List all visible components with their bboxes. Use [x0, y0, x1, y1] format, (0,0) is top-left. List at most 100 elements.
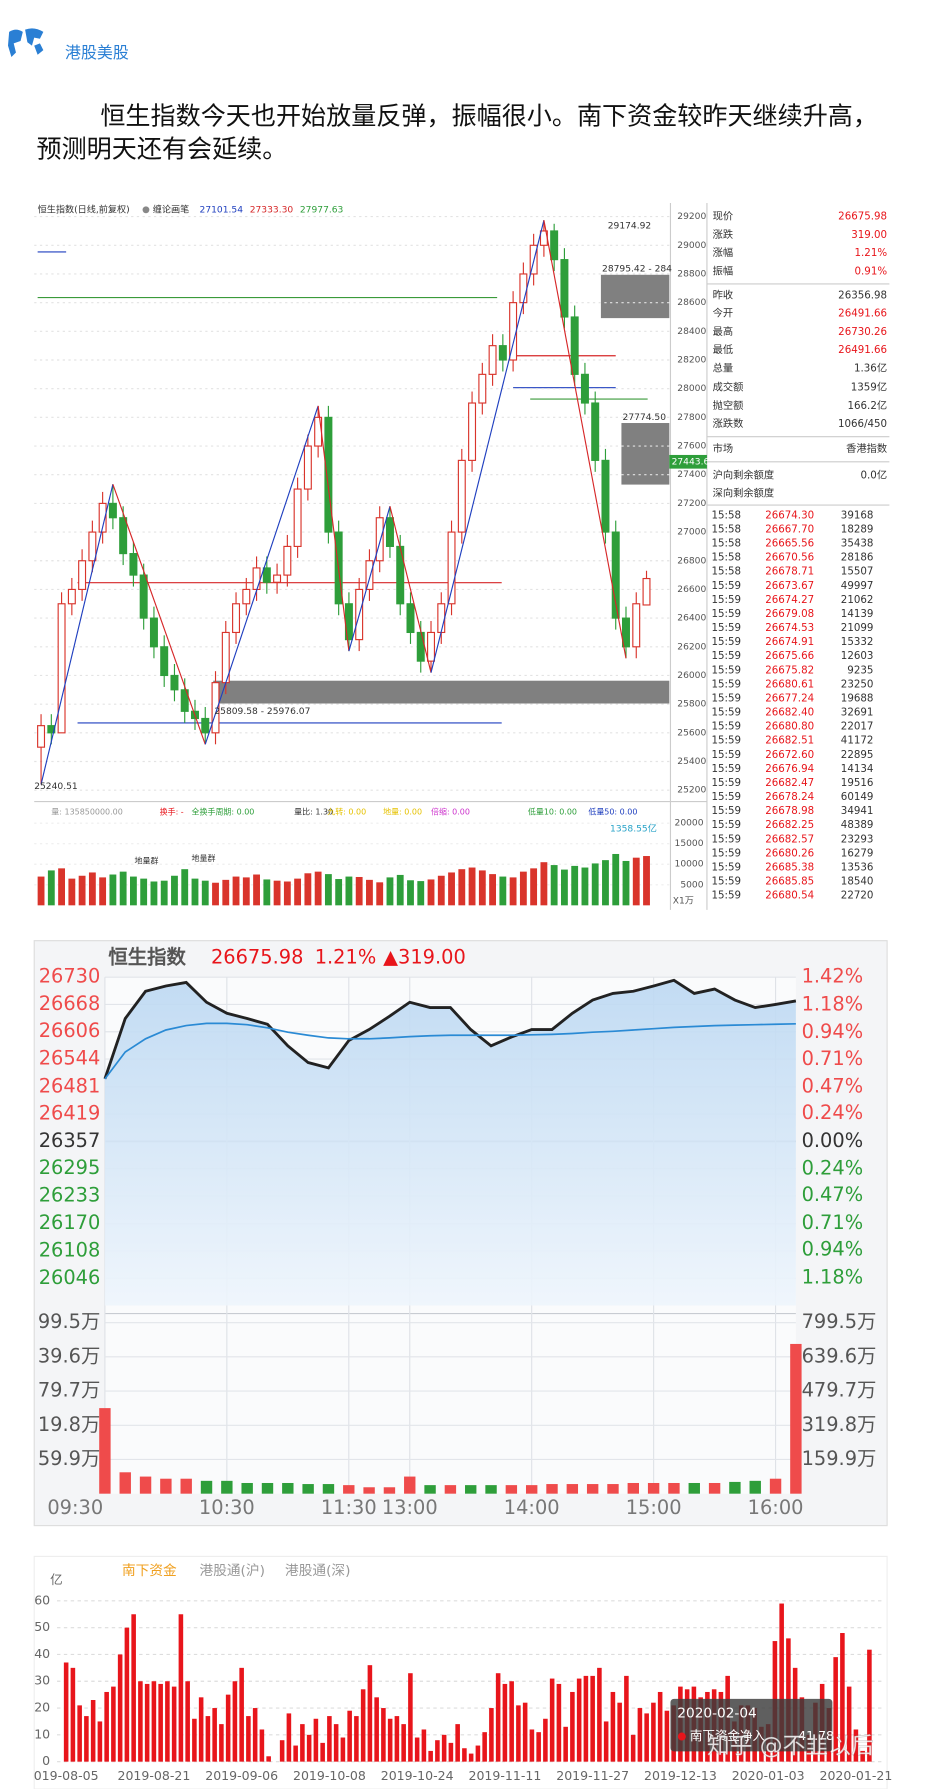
volume-bar [119, 871, 127, 906]
tick-time: 15:59 [712, 777, 742, 789]
bar [536, 1732, 541, 1762]
volume-bar [58, 868, 66, 906]
tick-volume: 21099 [841, 622, 874, 634]
tick-time: 15:59 [712, 721, 742, 733]
volume-bar [485, 1485, 497, 1494]
tooltip-dot [677, 1732, 686, 1741]
tick-price: 26674.53 [765, 622, 814, 634]
bar [509, 1681, 514, 1762]
y2-tick-label: 0.94% [802, 1238, 864, 1261]
y-tick-label: 26357 [39, 1129, 101, 1152]
volume-bar [68, 878, 76, 906]
quote-label: 涨幅 [713, 246, 734, 259]
bar [293, 1745, 298, 1762]
bar [779, 1603, 784, 1762]
y-tick-label: 26108 [39, 1238, 101, 1261]
bar [225, 1694, 231, 1762]
bar [563, 1726, 568, 1762]
tick-time: 15:59 [712, 650, 742, 662]
tick-volume: 15507 [841, 566, 874, 578]
bar [185, 1681, 190, 1762]
y-tick-label: 39.6万 [38, 1344, 101, 1367]
bar [833, 1657, 838, 1762]
y2-tick-label: 0.24% [802, 1157, 864, 1180]
candle-body [560, 259, 569, 318]
x-tick-label: 2019-10-08 [293, 1768, 366, 1783]
candle-body [427, 631, 436, 662]
volume-bar [345, 876, 353, 906]
volume-bar [586, 1484, 599, 1494]
volume-bar [386, 877, 394, 906]
y-tick-label: 10 [34, 1726, 50, 1741]
bar [576, 1678, 582, 1762]
volume-bar [253, 874, 260, 906]
volume-bar [322, 1484, 335, 1494]
tick-time: 15:59 [712, 608, 742, 620]
volume-bar [505, 1485, 518, 1494]
tab[interactable]: 南下资金 [122, 1563, 177, 1579]
bar [401, 1724, 406, 1762]
stroke-segment [204, 405, 319, 745]
y2-tick-label: 0.00% [802, 1129, 864, 1152]
y-tick-label: 26730 [39, 965, 101, 988]
quote-value: 香港指数 [846, 442, 887, 455]
bar [90, 1700, 96, 1762]
article: 恒生指数今天也开始放量反弹，振幅很小。南下资金较昨天继续升高，预测明天还有会延续… [36, 103, 877, 165]
tick-price: 26673.67 [765, 580, 814, 592]
quote-label: 抛空额 [713, 399, 744, 412]
volume-bar [404, 1476, 416, 1494]
tick-volume: 32691 [841, 707, 874, 719]
quote-value: 166.2亿 [848, 399, 888, 412]
y2-tick-label: 0.47% [802, 1183, 864, 1206]
volume-bar [571, 865, 579, 906]
volume-bar [201, 880, 209, 906]
volume-bar [465, 1485, 477, 1494]
x-tick-label: 2020-01-21 [819, 1768, 892, 1783]
bar [63, 1662, 69, 1762]
bar [624, 1675, 629, 1762]
stroke-segment [543, 220, 627, 659]
bar [117, 1654, 123, 1762]
tab[interactable]: 港股通(深) [285, 1563, 350, 1579]
tick-time: 15:59 [712, 678, 742, 690]
candle-body [139, 574, 148, 619]
tooltip-label: 南下资金净入 [690, 1728, 766, 1743]
price-line [103, 978, 797, 1080]
candle-body [78, 560, 87, 591]
quote-value: 26356.98 [838, 289, 887, 301]
tab[interactable]: 港股通(沪) [200, 1563, 265, 1579]
tick-volume: 35438 [841, 538, 874, 550]
tick-price: 26682.51 [765, 735, 814, 747]
tick-price: 26675.82 [765, 664, 814, 676]
y-tick-label: 26233 [39, 1183, 101, 1206]
candle-body [108, 502, 117, 519]
annotation: 27774.50 [623, 413, 667, 423]
volume-bar [314, 871, 322, 906]
tick-volume: 34941 [841, 805, 874, 817]
bar [192, 1718, 197, 1762]
annotation: 29174.92 [608, 221, 651, 231]
tick-volume: 16279 [841, 847, 874, 859]
tick-time: 15:58 [712, 538, 742, 550]
volume-bar [222, 879, 230, 906]
volume-bar [396, 874, 404, 906]
y-tick-label: 26200 [677, 642, 706, 652]
y-tick-label: 25600 [677, 728, 706, 738]
tick-price: 26678.71 [765, 566, 814, 578]
tick-volume: 28186 [841, 552, 874, 564]
volume-bar [602, 860, 609, 906]
volume-bar [478, 870, 486, 906]
candle-body [303, 445, 312, 490]
candle-body [149, 617, 158, 648]
bar [867, 1649, 872, 1762]
volume-bar [708, 1482, 721, 1494]
volume-bar [525, 1485, 538, 1494]
volume-bar [294, 878, 302, 906]
bar [367, 1665, 373, 1762]
bar [435, 1740, 440, 1762]
price-tag [669, 454, 707, 469]
quote-value: 1.36亿 [854, 361, 887, 374]
volume-legend: 量: 135850000.00 [51, 807, 123, 816]
candle-body [324, 416, 333, 533]
